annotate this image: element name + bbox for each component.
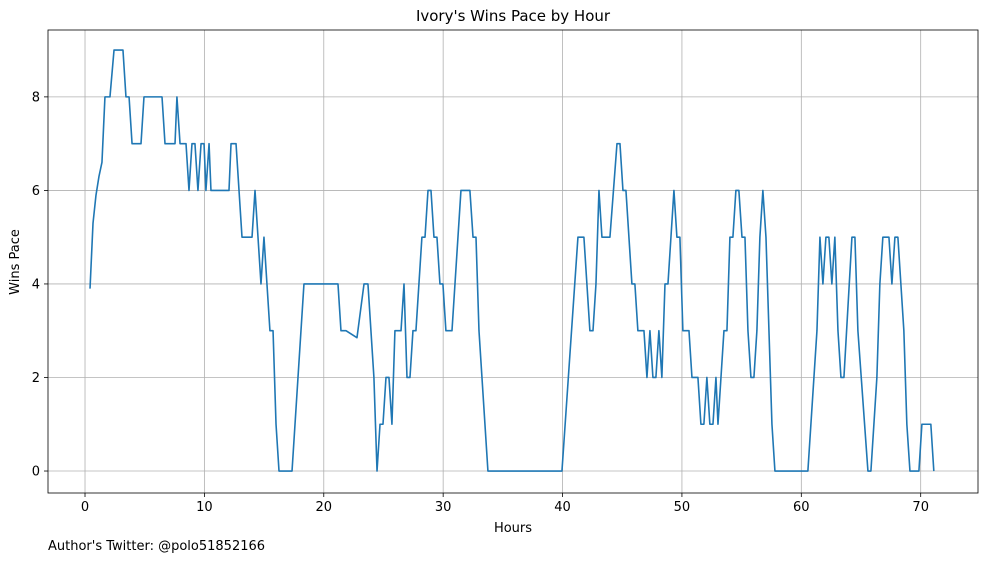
y-tick-label: 4 — [32, 277, 40, 292]
x-tick-label: 20 — [316, 500, 333, 515]
x-tick-label: 0 — [81, 500, 89, 515]
x-tick-label: 50 — [674, 500, 691, 515]
y-tick-label: 6 — [32, 184, 40, 199]
x-tick-label: 10 — [196, 500, 213, 515]
x-tick-label: 30 — [435, 500, 452, 515]
y-tick-label: 0 — [32, 465, 40, 480]
y-axis-label: Wins Pace — [8, 229, 23, 295]
chart-title: Ivory's Wins Pace by Hour — [416, 7, 611, 25]
x-tick-label: 70 — [912, 500, 929, 515]
data-line — [89, 49, 935, 472]
footnote: Author's Twitter: @polo51852166 — [48, 539, 265, 554]
y-tick-label: 2 — [32, 371, 40, 386]
x-axis-label: Hours — [494, 521, 532, 536]
plot-frame — [47, 29, 979, 494]
y-tick-label: 8 — [32, 90, 40, 105]
x-tick-label: 40 — [554, 500, 571, 515]
x-tick-label: 60 — [793, 500, 810, 515]
